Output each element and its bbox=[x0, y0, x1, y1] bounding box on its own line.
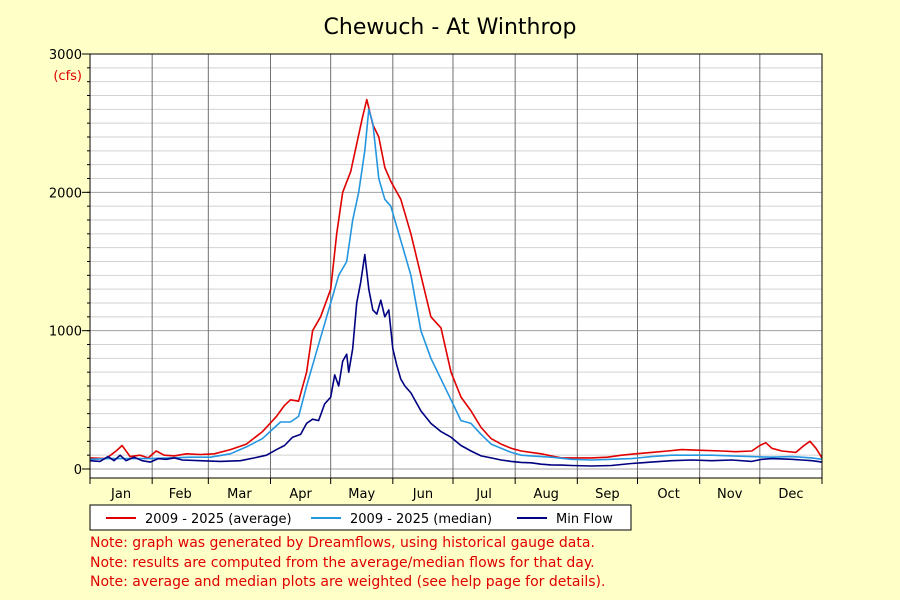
x-tick-label: Aug bbox=[534, 487, 559, 502]
note-line: Note: results are computed from the aver… bbox=[90, 554, 595, 571]
y-tick-label: 2000 bbox=[49, 186, 82, 201]
y-tick-label: 3000 bbox=[49, 48, 82, 63]
series-line bbox=[89, 98, 823, 460]
y-axis: 0 1000 2000 3000 bbox=[49, 48, 90, 478]
x-tick-label: Sep bbox=[595, 487, 620, 502]
series-line bbox=[89, 253, 823, 467]
note-line: Note: average and median plots are weigh… bbox=[90, 574, 606, 590]
series-line bbox=[89, 108, 823, 461]
x-tick-label: Feb bbox=[169, 487, 192, 502]
x-tick-label: Dec bbox=[778, 487, 803, 502]
note-line: Note: graph was generated by Dreamflows,… bbox=[90, 535, 595, 551]
plot-area bbox=[90, 54, 822, 478]
x-tick-label: Mar bbox=[227, 487, 252, 502]
notes: Note: graph was generated by Dreamflows,… bbox=[90, 534, 605, 593]
x-axis: Jan Feb Mar Apr May Jun Jul Aug Sep Oct Nov Dec bbox=[89, 478, 823, 502]
x-tick-label: Jan bbox=[110, 487, 131, 502]
chart-title: Chewuch - At Winthrop bbox=[324, 15, 577, 40]
plot-border bbox=[89, 53, 823, 479]
x-tick-label: Jun bbox=[412, 487, 433, 502]
legend: 2009 - 2025 (average) 2009 - 2025 (median… bbox=[89, 504, 632, 531]
legend-label: Min Flow bbox=[556, 512, 613, 527]
legend-label: 2009 - 2025 (average) bbox=[145, 512, 292, 527]
x-tick-label: Apr bbox=[289, 487, 312, 502]
y-axis-unit: (cfs) bbox=[53, 69, 82, 84]
legend-label: 2009 - 2025 (median) bbox=[350, 512, 492, 527]
y-tick-label: 1000 bbox=[49, 325, 82, 340]
x-tick-label: Oct bbox=[657, 487, 679, 502]
x-tick-label: May bbox=[348, 487, 375, 502]
y-tick-label: 0 bbox=[74, 463, 82, 478]
x-tick-label: Jul bbox=[475, 487, 492, 502]
x-tick-label: Nov bbox=[717, 487, 743, 502]
series-lines bbox=[89, 98, 823, 467]
grid-lines bbox=[90, 53, 822, 478]
